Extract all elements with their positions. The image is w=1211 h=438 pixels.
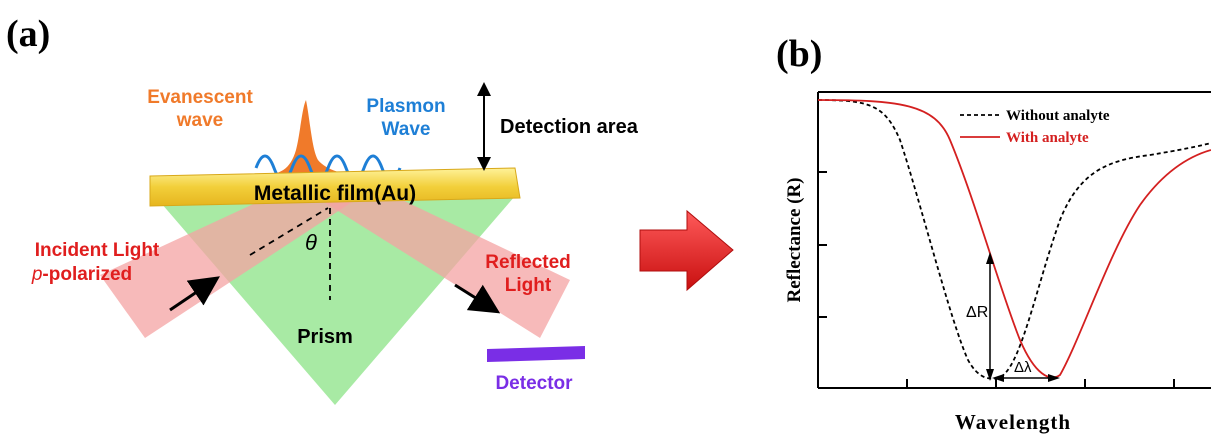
detector xyxy=(487,346,585,362)
film-label: Metallic film(Au) xyxy=(254,182,416,205)
delta-lambda-label: Δλ xyxy=(1014,359,1032,376)
x-ticks xyxy=(906,379,1175,388)
reflected-label-2: Light xyxy=(505,275,552,296)
panel-a-label: (a) xyxy=(6,13,50,55)
detection-arrow-top xyxy=(477,82,491,96)
evanescent-wave xyxy=(260,100,360,176)
x-axis-label: Wavelength xyxy=(955,410,1071,434)
plasmon-label-2: Wave xyxy=(382,119,431,140)
detection-arrow-bottom xyxy=(477,157,491,171)
evanescent-label-1: Evanescent xyxy=(147,87,253,108)
delta-r-arrow-top xyxy=(986,252,994,264)
y-ticks xyxy=(818,171,827,318)
incidence-line xyxy=(249,207,329,256)
metallic-film xyxy=(149,167,521,207)
big-right-arrow xyxy=(639,209,734,292)
curve-with-analyte xyxy=(817,99,1211,379)
panel-b: (b) Without analyte With analyte ΔR xyxy=(776,33,1211,434)
reflected-beam xyxy=(300,187,570,338)
detection-area-label: Detection area xyxy=(500,116,639,138)
incident-label-1: Incident Light xyxy=(35,240,160,261)
theta-symbol: θ xyxy=(305,230,317,255)
panel-a: (a) Metallic film(Au) θ Evanescent wave … xyxy=(6,13,639,405)
delta-r-arrow-bottom xyxy=(986,369,994,381)
delta-lambda-arrow-right xyxy=(1048,374,1060,382)
panel-b-label: (b) xyxy=(776,33,822,75)
delta-lambda-arrow-left xyxy=(992,374,1004,382)
plasmon-label-1: Plasmon xyxy=(366,96,445,117)
prism-label: Prism xyxy=(297,326,353,348)
evanescent-label-2: wave xyxy=(176,110,223,131)
reflected-label-1: Reflected xyxy=(485,252,571,273)
y-axis-label: Reflectance (R) xyxy=(784,177,805,302)
incident-arrow xyxy=(169,276,220,312)
incident-label-2: p-polarized xyxy=(31,264,132,285)
legend-without-label: Without analyte xyxy=(1006,108,1110,124)
incident-beam xyxy=(100,187,375,338)
delta-r-label: ΔR xyxy=(966,304,988,321)
legend-with-label: With analyte xyxy=(1006,130,1089,146)
reflected-arrow xyxy=(454,283,501,314)
detector-label: Detector xyxy=(495,373,573,394)
